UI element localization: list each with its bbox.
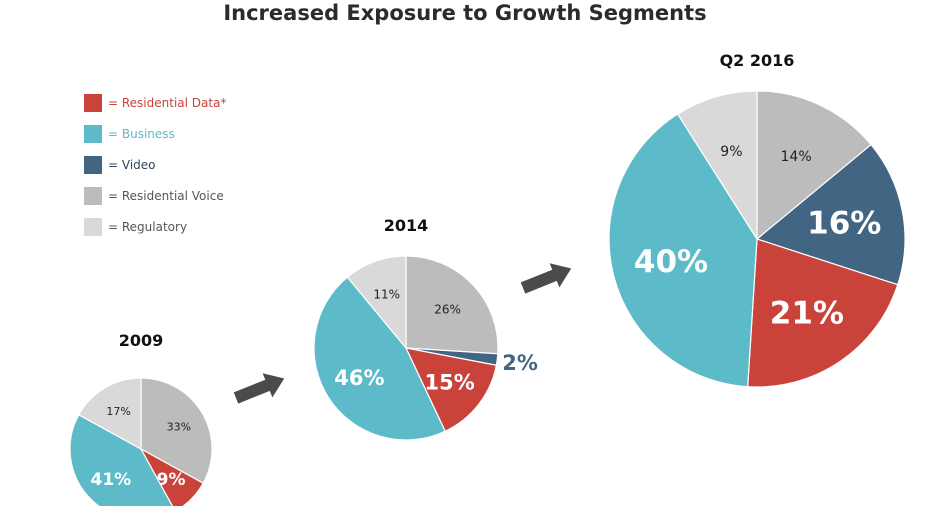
pie-label-business: 46% xyxy=(334,366,384,390)
pie-slice-business xyxy=(313,276,446,441)
legend-label: = Video xyxy=(108,158,156,172)
pie-2009: 2009 33% 9% 41% 17% xyxy=(69,331,213,506)
legend-label: = Residential Data* xyxy=(108,96,226,110)
legend-label: = Regulatory xyxy=(108,220,187,234)
arrow-icon xyxy=(520,263,572,294)
legend-label: = Residential Voice xyxy=(108,189,224,203)
pie-slice-voice xyxy=(405,255,499,355)
pie-label-data: 9% xyxy=(157,470,186,490)
pie-slice-data xyxy=(139,447,205,506)
pie-slice-regulatory xyxy=(676,90,758,242)
pie-label-data: 15% xyxy=(424,370,474,394)
pie-label-regulatory: 11% xyxy=(373,288,400,302)
legend-item-voice: = Residential Voice xyxy=(84,187,224,205)
pie-slice-video xyxy=(755,143,906,286)
pies: 2009 33% 9% 41% 17% 2014 26% 2% 15% 46% 11% Q2 2016… xyxy=(69,51,906,506)
legend-swatch xyxy=(84,218,102,236)
pie-title: 2009 xyxy=(119,331,164,350)
legend-label: = Business xyxy=(108,127,175,141)
pie-label-voice: 14% xyxy=(781,149,812,165)
legend-swatch xyxy=(84,187,102,205)
pie-slice-data xyxy=(404,347,498,433)
pie-2014: 2014 26% 2% 15% 46% 11% xyxy=(313,216,538,441)
pie-label-business: 40% xyxy=(634,244,708,280)
pie-title: 2014 xyxy=(384,216,429,235)
legend-swatch xyxy=(84,156,102,174)
pie-label-video: 16% xyxy=(807,206,881,242)
pie-slice-voice xyxy=(756,90,872,241)
pie-slice-business xyxy=(69,413,174,506)
pie-label-regulatory: 17% xyxy=(106,405,130,418)
legend-item-business: = Business xyxy=(84,125,175,143)
arrow-icon xyxy=(233,373,285,404)
legend-item-regulatory: = Regulatory xyxy=(84,218,187,236)
pie-label-voice: 33% xyxy=(167,421,191,434)
legend: = Residential Data* = Business = Video = Re… xyxy=(84,94,226,236)
pie-q2-2016: Q2 2016 14% 16% 21% 40% 9% xyxy=(608,51,906,388)
pie-slice-regulatory xyxy=(346,255,407,350)
pie-label-video: 2% xyxy=(502,351,538,375)
pie-label-voice: 26% xyxy=(434,302,461,316)
pie-label-data: 21% xyxy=(770,296,844,332)
chart-title: Increased Exposure to Growth Segments xyxy=(223,1,706,25)
legend-item-data: = Residential Data* xyxy=(84,94,226,112)
pie-label-business: 41% xyxy=(91,470,132,490)
pie-title: Q2 2016 xyxy=(720,51,795,70)
pie-label-regulatory: 9% xyxy=(720,144,742,160)
pie-slice-business xyxy=(608,113,758,388)
pie-slice-data xyxy=(747,238,899,388)
legend-item-video: = Video xyxy=(84,156,156,174)
arrows xyxy=(233,263,572,404)
pie-slice-voice xyxy=(140,377,213,485)
pie-slice-regulatory xyxy=(77,377,142,451)
legend-swatch xyxy=(84,125,102,143)
legend-swatch xyxy=(84,94,102,112)
